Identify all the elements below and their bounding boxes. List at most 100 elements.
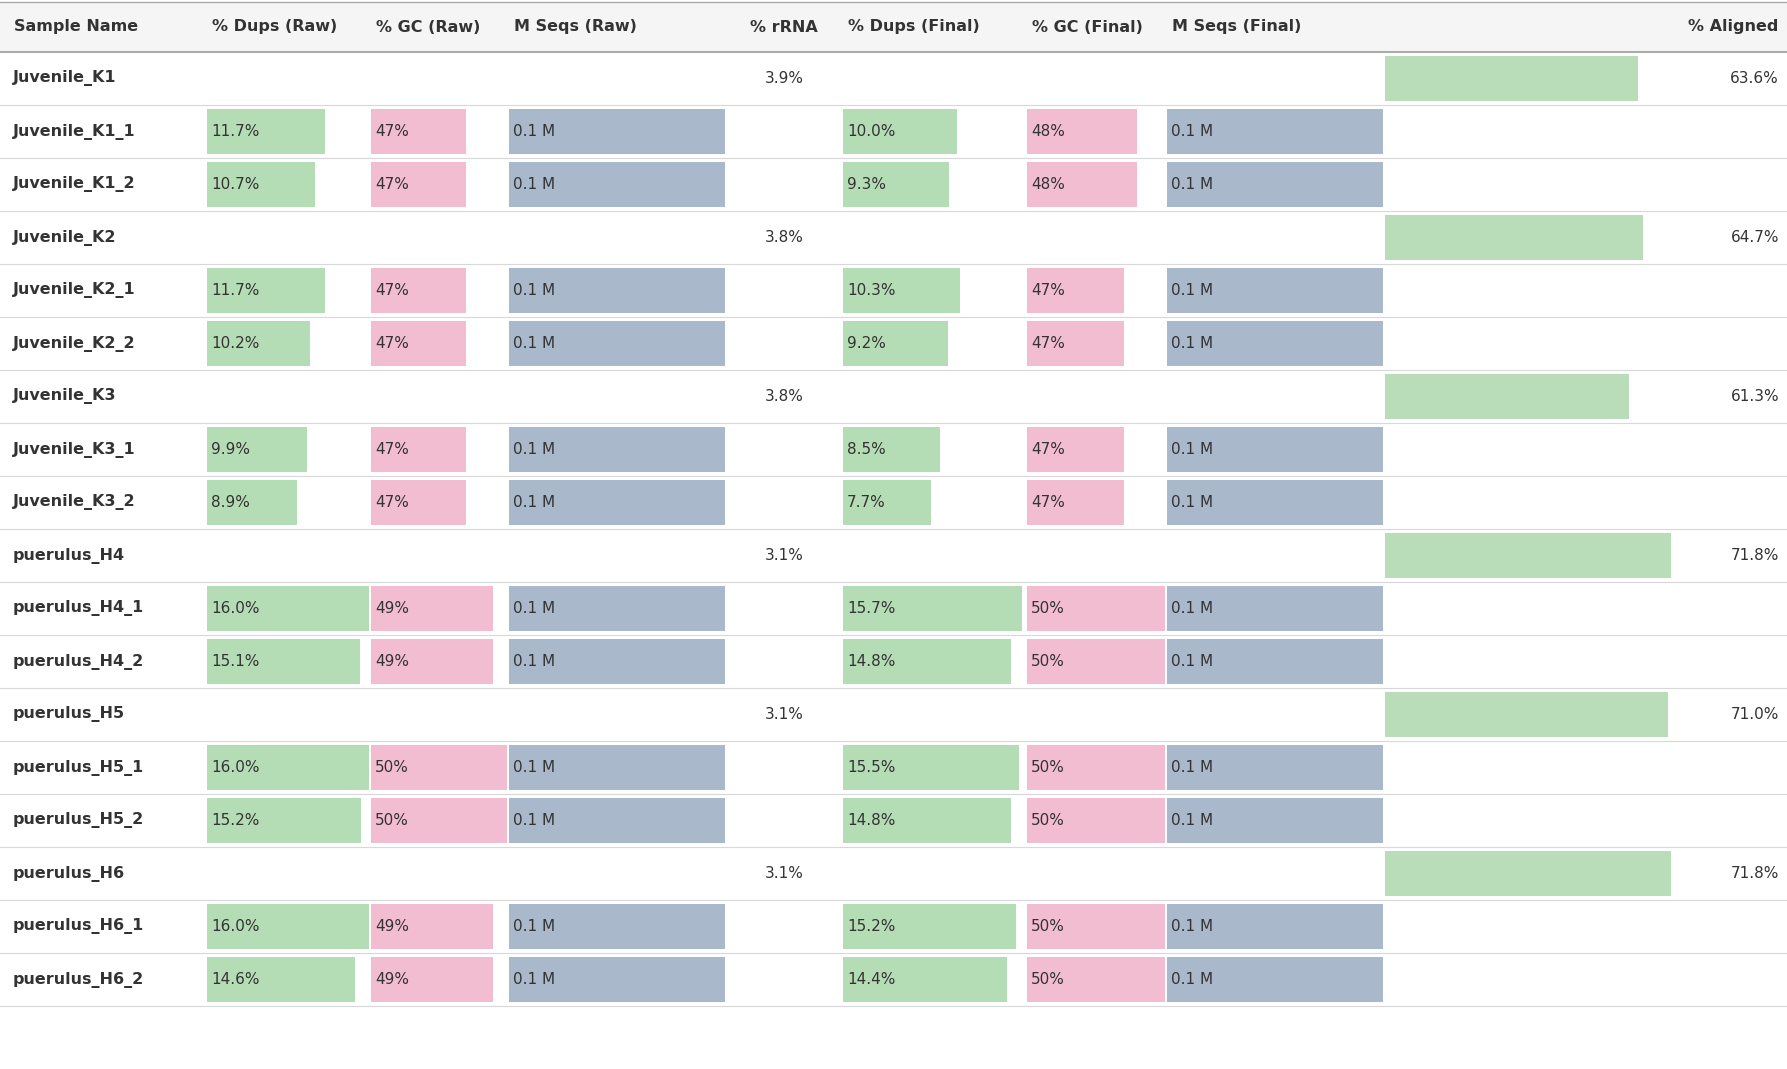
Bar xyxy=(1385,56,1639,100)
Bar xyxy=(1028,639,1165,684)
Bar xyxy=(1028,321,1124,366)
Bar xyxy=(0,264,1787,317)
Bar xyxy=(1028,109,1137,154)
Text: 49%: 49% xyxy=(375,972,409,987)
Text: 9.9%: 9.9% xyxy=(211,441,250,458)
Text: Juvenile_K1_1: Juvenile_K1_1 xyxy=(13,124,136,139)
Bar xyxy=(207,427,307,472)
Text: % rRNA: % rRNA xyxy=(751,19,818,34)
Text: 14.8%: 14.8% xyxy=(847,814,895,828)
Text: 50%: 50% xyxy=(1031,601,1065,616)
Text: 15.2%: 15.2% xyxy=(211,814,259,828)
Bar xyxy=(0,847,1787,900)
Bar xyxy=(1167,162,1383,207)
Bar xyxy=(1167,639,1383,684)
Text: 16.0%: 16.0% xyxy=(211,760,259,775)
Text: 15.7%: 15.7% xyxy=(847,601,895,616)
Bar xyxy=(1028,904,1165,949)
Text: 7.7%: 7.7% xyxy=(847,495,886,510)
Bar xyxy=(1028,797,1165,843)
Bar xyxy=(509,321,726,366)
Text: 3.9%: 3.9% xyxy=(765,71,804,86)
Text: % Aligned: % Aligned xyxy=(1687,19,1778,34)
Text: 0.1 M: 0.1 M xyxy=(513,495,556,510)
Bar xyxy=(509,162,726,207)
Bar xyxy=(0,952,1787,1006)
Bar xyxy=(207,586,368,631)
Text: 10.7%: 10.7% xyxy=(211,177,259,192)
Text: 0.1 M: 0.1 M xyxy=(513,283,556,298)
Text: 63.6%: 63.6% xyxy=(1730,71,1780,86)
Text: 0.1 M: 0.1 M xyxy=(1170,654,1213,669)
Text: 11.7%: 11.7% xyxy=(211,124,259,139)
Text: 48%: 48% xyxy=(1031,177,1065,192)
Bar xyxy=(509,797,726,843)
Bar xyxy=(0,529,1787,582)
Text: 3.1%: 3.1% xyxy=(765,548,804,563)
Bar xyxy=(509,904,726,949)
Text: puerulus_H4: puerulus_H4 xyxy=(13,547,125,563)
Bar xyxy=(1167,797,1383,843)
Text: 47%: 47% xyxy=(375,283,409,298)
Text: 47%: 47% xyxy=(1031,336,1065,351)
Bar xyxy=(509,957,726,1002)
Text: Juvenile_K1: Juvenile_K1 xyxy=(13,71,116,87)
Bar xyxy=(843,639,1011,684)
Bar xyxy=(1385,374,1630,419)
Text: Juvenile_K3: Juvenile_K3 xyxy=(13,388,116,404)
Text: Juvenile_K3_2: Juvenile_K3_2 xyxy=(13,495,136,511)
Text: puerulus_H6: puerulus_H6 xyxy=(13,866,125,882)
Text: 0.1 M: 0.1 M xyxy=(513,760,556,775)
Text: 0.1 M: 0.1 M xyxy=(513,919,556,934)
Text: 0.1 M: 0.1 M xyxy=(513,654,556,669)
Bar xyxy=(372,797,508,843)
Bar xyxy=(1028,480,1124,525)
Bar xyxy=(0,370,1787,423)
Bar xyxy=(0,158,1787,211)
Text: 3.1%: 3.1% xyxy=(765,707,804,722)
Text: % GC (Final): % GC (Final) xyxy=(1033,19,1144,34)
Text: 8.5%: 8.5% xyxy=(847,441,886,458)
Bar xyxy=(207,639,359,684)
Bar xyxy=(1028,268,1124,313)
Text: puerulus_H4_1: puerulus_H4_1 xyxy=(13,601,145,617)
Text: 3.8%: 3.8% xyxy=(765,230,804,245)
Bar xyxy=(509,109,726,154)
Text: 0.1 M: 0.1 M xyxy=(513,441,556,458)
Text: M Seqs (Final): M Seqs (Final) xyxy=(1172,19,1301,34)
Text: Juvenile_K1_2: Juvenile_K1_2 xyxy=(13,176,136,192)
Text: 0.1 M: 0.1 M xyxy=(1170,760,1213,775)
Bar xyxy=(1167,745,1383,790)
Bar xyxy=(0,635,1787,688)
Text: 15.1%: 15.1% xyxy=(211,654,259,669)
Text: 50%: 50% xyxy=(1031,814,1065,828)
Text: 49%: 49% xyxy=(375,654,409,669)
Text: puerulus_H5_1: puerulus_H5_1 xyxy=(13,759,145,775)
Bar xyxy=(0,2,1787,52)
Bar xyxy=(509,745,726,790)
Bar xyxy=(372,639,493,684)
Bar xyxy=(0,900,1787,952)
Text: 61.3%: 61.3% xyxy=(1730,389,1780,404)
Text: 71.8%: 71.8% xyxy=(1730,866,1780,881)
Bar xyxy=(207,904,368,949)
Text: 14.4%: 14.4% xyxy=(847,972,895,987)
Text: puerulus_H5_2: puerulus_H5_2 xyxy=(13,812,145,828)
Bar xyxy=(1028,162,1137,207)
Bar xyxy=(843,797,1011,843)
Bar xyxy=(843,427,940,472)
Text: 10.2%: 10.2% xyxy=(211,336,259,351)
Bar xyxy=(1028,586,1165,631)
Text: 0.1 M: 0.1 M xyxy=(1170,441,1213,458)
Text: 47%: 47% xyxy=(375,177,409,192)
Bar xyxy=(0,105,1787,158)
Text: 47%: 47% xyxy=(375,441,409,458)
Text: Juvenile_K2: Juvenile_K2 xyxy=(13,230,116,246)
Bar xyxy=(1028,427,1124,472)
Bar xyxy=(207,109,325,154)
Text: % GC (Raw): % GC (Raw) xyxy=(375,19,481,34)
Text: 0.1 M: 0.1 M xyxy=(513,601,556,616)
Bar xyxy=(843,162,949,207)
Text: 50%: 50% xyxy=(1031,654,1065,669)
Bar xyxy=(0,317,1787,370)
